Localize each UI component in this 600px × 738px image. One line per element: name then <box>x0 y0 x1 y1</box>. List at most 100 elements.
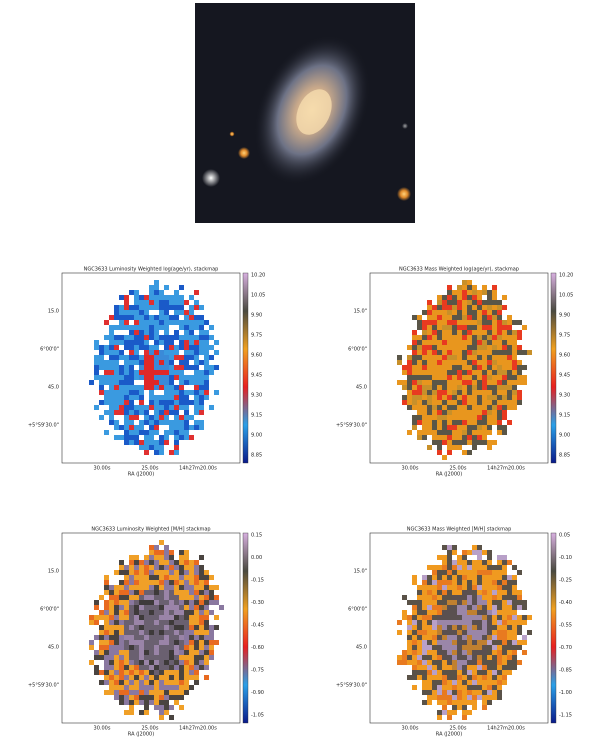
map-pixel <box>507 610 512 615</box>
map-pixel <box>482 305 487 310</box>
map-pixel <box>487 400 492 405</box>
map-pixel <box>134 670 139 675</box>
map-pixel <box>154 635 159 640</box>
map-pixel <box>169 640 174 645</box>
map-pixel <box>144 345 149 350</box>
map-pixel <box>467 325 472 330</box>
map-pixel <box>194 605 199 610</box>
map-pixel <box>432 375 437 380</box>
map-pixel <box>482 410 487 415</box>
map-pixel <box>114 610 119 615</box>
map-pixel <box>154 450 159 455</box>
map-pixel <box>129 555 134 560</box>
map-pixel <box>457 595 462 600</box>
map-pixel <box>159 655 164 660</box>
map-pixel <box>467 375 472 380</box>
map-pixel <box>432 350 437 355</box>
map-pixel <box>174 700 179 705</box>
map-pixel <box>432 620 437 625</box>
map-pixel <box>184 570 189 575</box>
map-pixel <box>467 550 472 555</box>
map-pixel <box>427 615 432 620</box>
map-pixel <box>432 625 437 630</box>
map-pixel <box>452 365 457 370</box>
map-pixel <box>412 345 417 350</box>
map-pixel <box>129 650 134 655</box>
map-pixel <box>452 545 457 550</box>
map-pixel <box>427 670 432 675</box>
map-pixel <box>467 385 472 390</box>
map-pixel <box>89 615 94 620</box>
map-pixel <box>432 585 437 590</box>
map-pixel <box>502 635 507 640</box>
map-pixel <box>427 660 432 665</box>
map-pixel <box>164 410 169 415</box>
map-pixel <box>154 615 159 620</box>
map-pixel <box>184 590 189 595</box>
map-pixel <box>94 360 99 365</box>
map-pixel <box>442 350 447 355</box>
map-pixel <box>522 640 527 645</box>
map-pixel <box>457 290 462 295</box>
map-pixel <box>477 415 482 420</box>
map-pixel <box>144 580 149 585</box>
map-pixel <box>119 315 124 320</box>
map-pixel <box>199 380 204 385</box>
map-pixel <box>442 600 447 605</box>
map-pixel <box>492 295 497 300</box>
map-pixel <box>442 570 447 575</box>
map-pixel <box>517 595 522 600</box>
map-pixel <box>492 395 497 400</box>
map-pixel <box>129 695 134 700</box>
map-pixel <box>174 635 179 640</box>
x-tick-label: 14h27m20.00s <box>179 466 217 472</box>
map-pixel <box>129 425 134 430</box>
map-pixel <box>427 415 432 420</box>
map-pixel <box>144 575 149 580</box>
map-pixel <box>124 360 129 365</box>
map-pixel <box>497 325 502 330</box>
map-pixel <box>174 395 179 400</box>
map-pixel <box>134 665 139 670</box>
map-pixel <box>149 440 154 445</box>
map-pixel <box>492 365 497 370</box>
map-pixel <box>164 635 169 640</box>
map-pixel <box>422 615 427 620</box>
map-pixel <box>104 385 109 390</box>
map-pixel <box>144 670 149 675</box>
map-pixel <box>194 385 199 390</box>
map-pixel <box>139 440 144 445</box>
map-pixel <box>204 335 209 340</box>
map-pixel <box>184 575 189 580</box>
map-pixel <box>447 635 452 640</box>
map-pixel <box>119 390 124 395</box>
map-pixel <box>149 550 154 555</box>
map-pixel <box>144 660 149 665</box>
map-pixel <box>124 695 129 700</box>
map-pixel <box>159 435 164 440</box>
map-pixel <box>189 670 194 675</box>
map-pixel <box>452 335 457 340</box>
map-pixel <box>129 290 134 295</box>
map-pixel <box>457 635 462 640</box>
map-pixel <box>422 410 427 415</box>
map-pixel <box>174 345 179 350</box>
map-pixel <box>114 585 119 590</box>
map-pixel <box>134 325 139 330</box>
map-pixel <box>482 565 487 570</box>
map-pixel <box>467 630 472 635</box>
map-pixel <box>427 430 432 435</box>
map-pixel <box>184 665 189 670</box>
map-pixel <box>99 610 104 615</box>
map-pixel <box>164 640 169 645</box>
map-pixel <box>477 345 482 350</box>
map-pixel <box>507 670 512 675</box>
map-pixel <box>169 420 174 425</box>
map-pixel <box>109 595 114 600</box>
map-pixel <box>412 685 417 690</box>
map-pixel <box>159 575 164 580</box>
map-pixel <box>179 385 184 390</box>
map-pixel <box>139 695 144 700</box>
map-pixel <box>159 570 164 575</box>
map-pixel <box>129 320 134 325</box>
